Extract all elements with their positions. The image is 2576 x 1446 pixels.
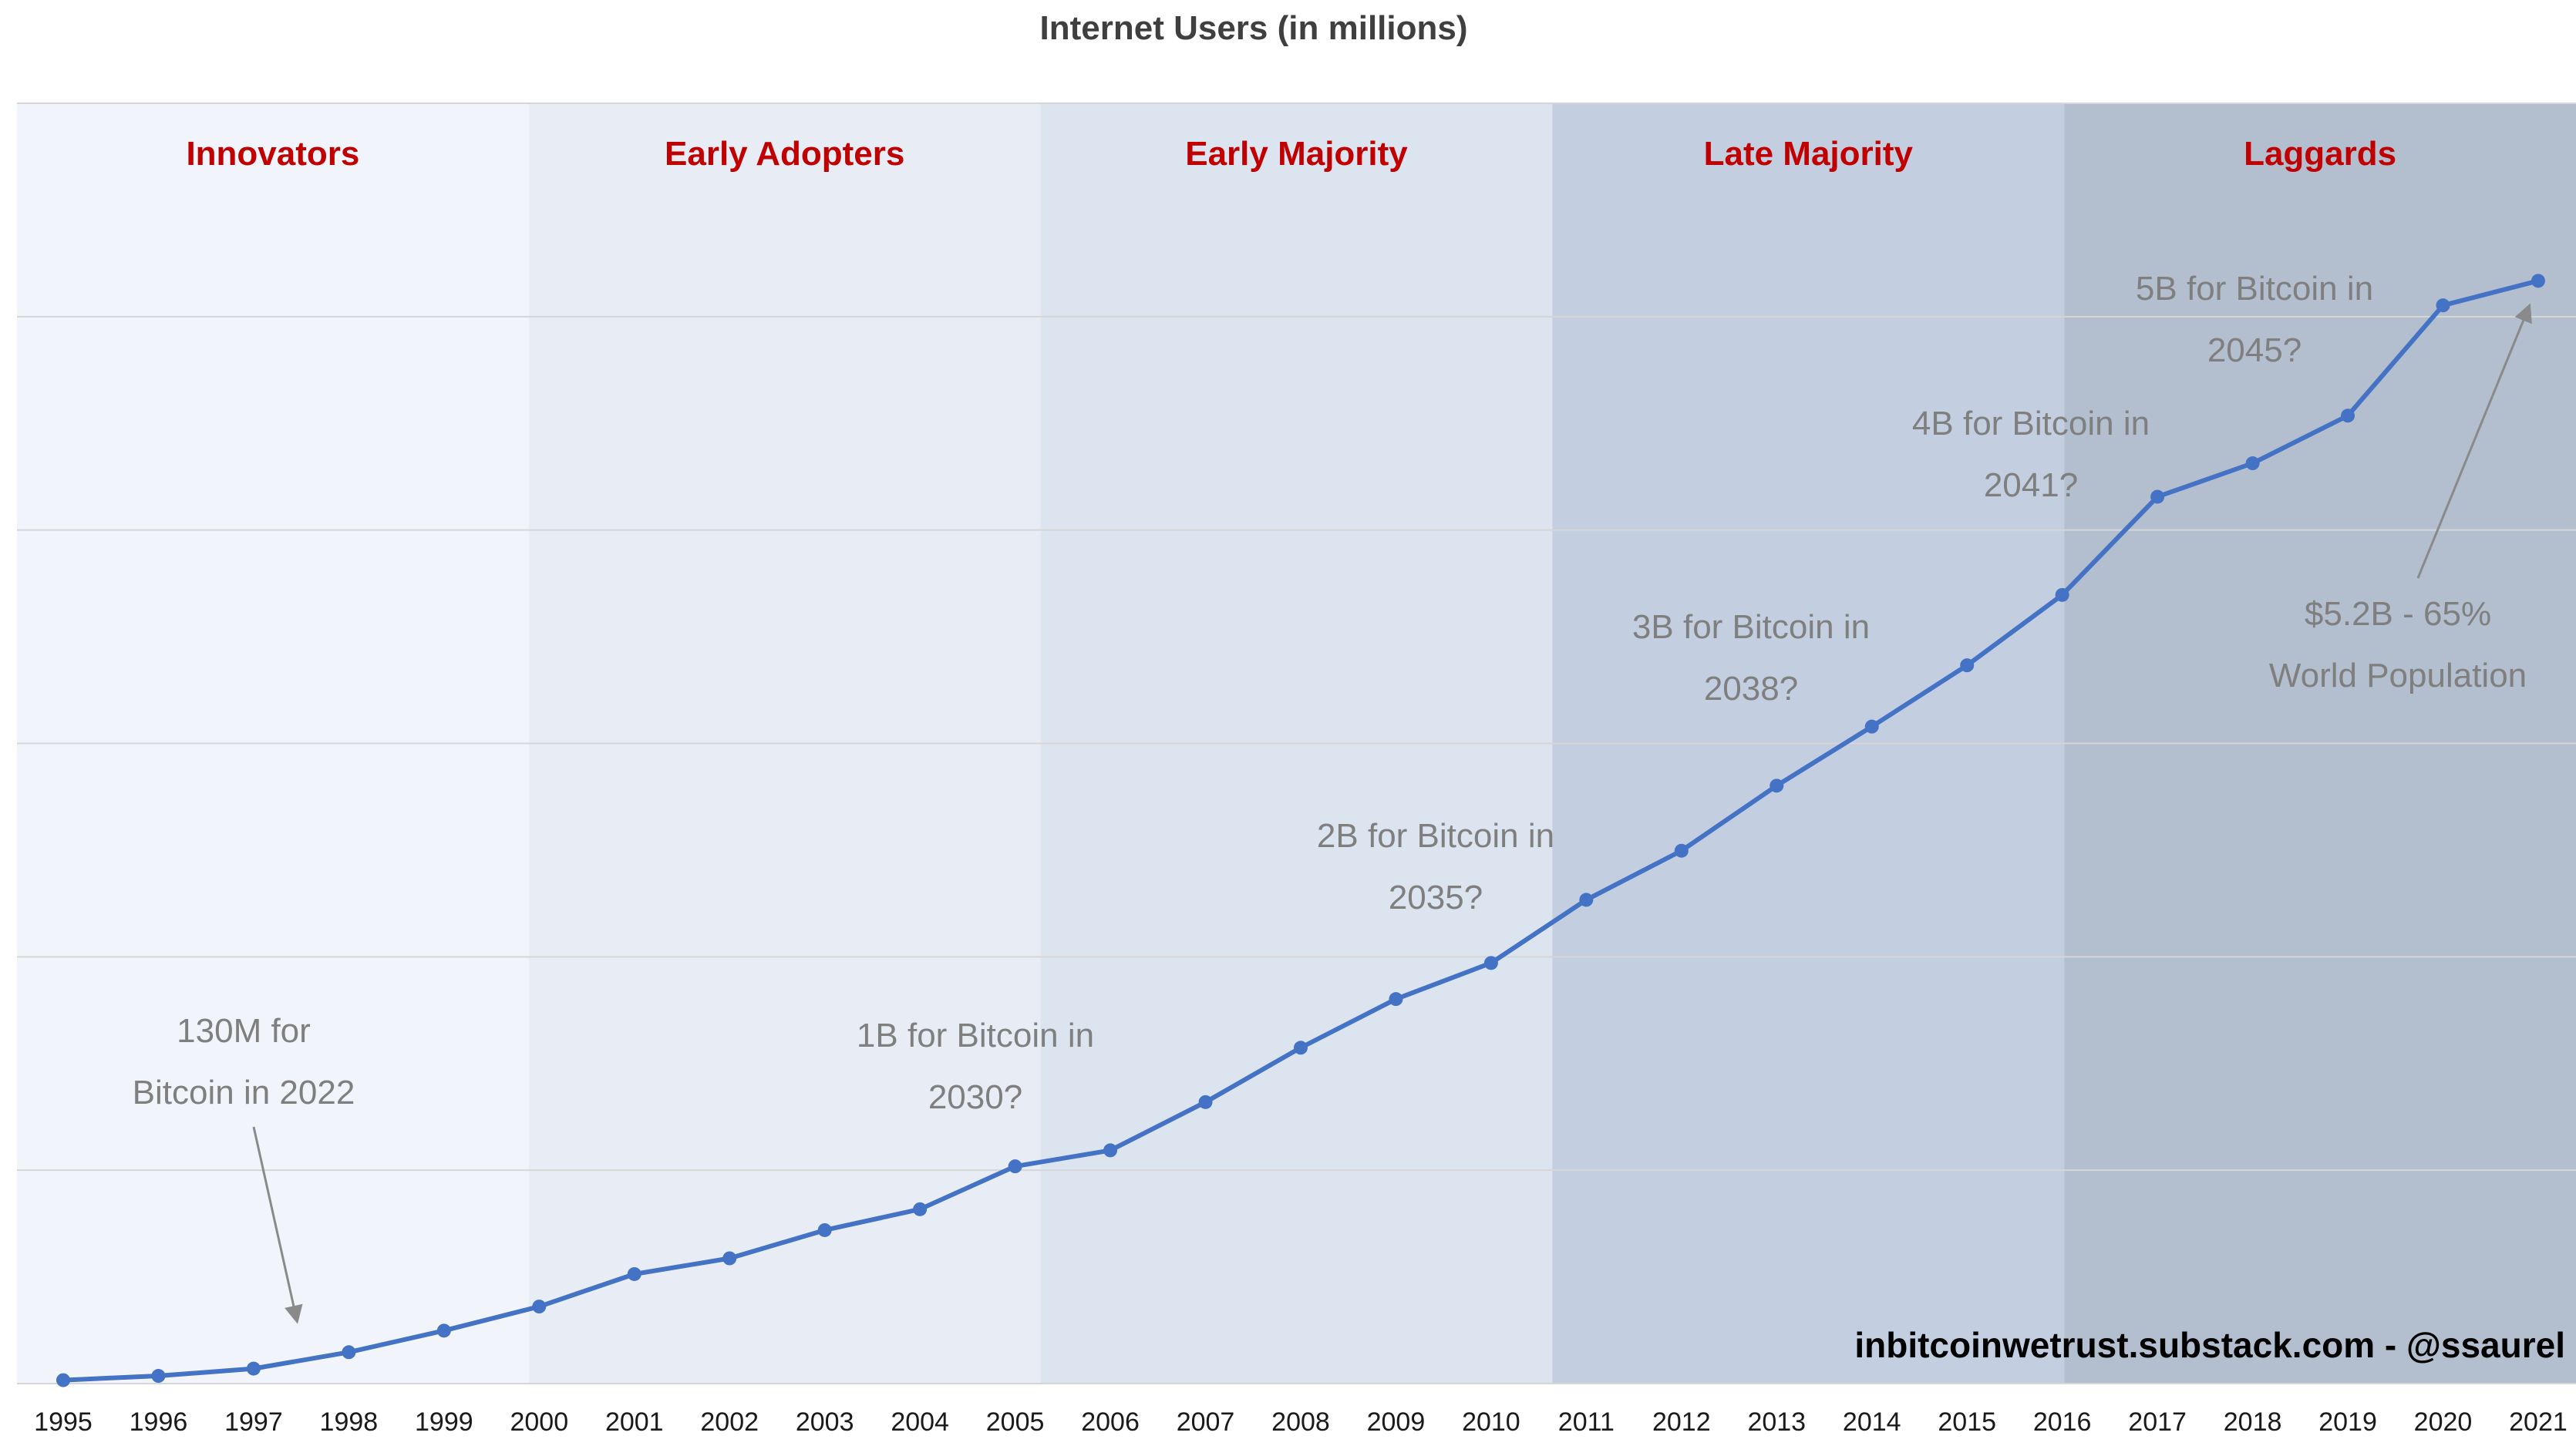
data-point bbox=[913, 1202, 928, 1216]
x-tick-label: 2001 bbox=[605, 1407, 664, 1437]
x-tick-label: 2006 bbox=[1081, 1407, 1140, 1437]
phase-label: Innovators bbox=[186, 135, 359, 173]
x-tick-label: 2018 bbox=[2224, 1407, 2282, 1437]
x-tick-label: 1995 bbox=[34, 1407, 93, 1437]
x-tick-label: 1998 bbox=[320, 1407, 379, 1437]
x-tick-label: 1997 bbox=[224, 1407, 283, 1437]
annotation-arrow bbox=[252, 1126, 303, 1324]
annotation-text: $5.2B - 65% World Population bbox=[2269, 595, 2527, 694]
x-tick-label: 2004 bbox=[891, 1407, 949, 1437]
chart-title: Internet Users (in millions) bbox=[1039, 9, 1468, 47]
x-tick-label: 2008 bbox=[1271, 1407, 1330, 1437]
annotation-text: 5B for Bitcoin in 2045? bbox=[2136, 270, 2373, 369]
data-point bbox=[1674, 843, 1689, 858]
x-tick-label: 2016 bbox=[2033, 1407, 2092, 1437]
data-point bbox=[1293, 1041, 1308, 1055]
data-point bbox=[436, 1323, 451, 1338]
x-tick-label: 2010 bbox=[1462, 1407, 1520, 1437]
x-tick-label: 2000 bbox=[510, 1407, 568, 1437]
x-tick-label: 2005 bbox=[986, 1407, 1045, 1437]
data-point bbox=[56, 1373, 70, 1387]
data-point bbox=[1864, 719, 1879, 734]
phase-label: Early Adopters bbox=[665, 135, 904, 173]
x-tick-label: 2014 bbox=[1843, 1407, 1901, 1437]
x-tick-label: 2002 bbox=[700, 1407, 759, 1437]
x-tick-label: 2015 bbox=[1938, 1407, 1996, 1437]
x-tick-label: 2013 bbox=[1747, 1407, 1806, 1437]
data-point bbox=[2245, 456, 2260, 471]
data-point bbox=[817, 1222, 832, 1237]
data-point bbox=[342, 1345, 356, 1360]
data-point bbox=[1483, 956, 1498, 970]
data-point bbox=[1008, 1159, 1022, 1174]
data-point bbox=[1389, 992, 1403, 1007]
data-point bbox=[246, 1361, 261, 1376]
annotation-arrow bbox=[2416, 303, 2532, 579]
x-tick-label: 2009 bbox=[1367, 1407, 1426, 1437]
x-tick-label: 2007 bbox=[1177, 1407, 1235, 1437]
x-tick-label: 2011 bbox=[1558, 1407, 1615, 1437]
data-point bbox=[151, 1369, 166, 1384]
annotation-text: 3B for Bitcoin in 2038? bbox=[1632, 608, 1870, 708]
annotation-text: 4B for Bitcoin in 2041? bbox=[1912, 405, 2150, 504]
x-tick-label: 2003 bbox=[796, 1407, 854, 1437]
data-point bbox=[1579, 893, 1594, 907]
x-tick-label: 1996 bbox=[130, 1407, 188, 1437]
data-point bbox=[1960, 658, 1975, 673]
data-point bbox=[2341, 409, 2355, 423]
data-point bbox=[1103, 1143, 1118, 1158]
data-point bbox=[1770, 778, 1784, 793]
annotation-text: 130M for Bitcoin in 2022 bbox=[133, 1012, 355, 1111]
data-point bbox=[1198, 1095, 1213, 1109]
data-point bbox=[627, 1266, 641, 1281]
x-tick-label: 2017 bbox=[2128, 1407, 2187, 1437]
phase-label: Late Majority bbox=[1704, 135, 1914, 173]
annotation-text: 1B for Bitcoin in 2030? bbox=[857, 1017, 1094, 1116]
data-point bbox=[2150, 489, 2165, 504]
data-point bbox=[2531, 274, 2545, 288]
watermark-text: inbitcoinwetrust.substack.com - @ssaurel bbox=[1854, 1325, 2565, 1365]
data-point bbox=[2055, 587, 2069, 602]
data-point bbox=[2436, 298, 2450, 313]
x-tick-label: 2012 bbox=[1652, 1407, 1711, 1437]
phase-label: Laggards bbox=[2244, 135, 2396, 173]
data-point bbox=[722, 1251, 737, 1266]
x-tick-label: 2020 bbox=[2414, 1407, 2473, 1437]
data-point bbox=[532, 1300, 547, 1314]
x-tick-label: 2021 bbox=[2509, 1407, 2568, 1437]
x-tick-label: 1999 bbox=[415, 1407, 473, 1437]
phase-label: Early Majority bbox=[1185, 135, 1408, 173]
x-tick-label: 2019 bbox=[2318, 1407, 2377, 1437]
annotation-text: 2B for Bitcoin in 2035? bbox=[1317, 817, 1554, 916]
